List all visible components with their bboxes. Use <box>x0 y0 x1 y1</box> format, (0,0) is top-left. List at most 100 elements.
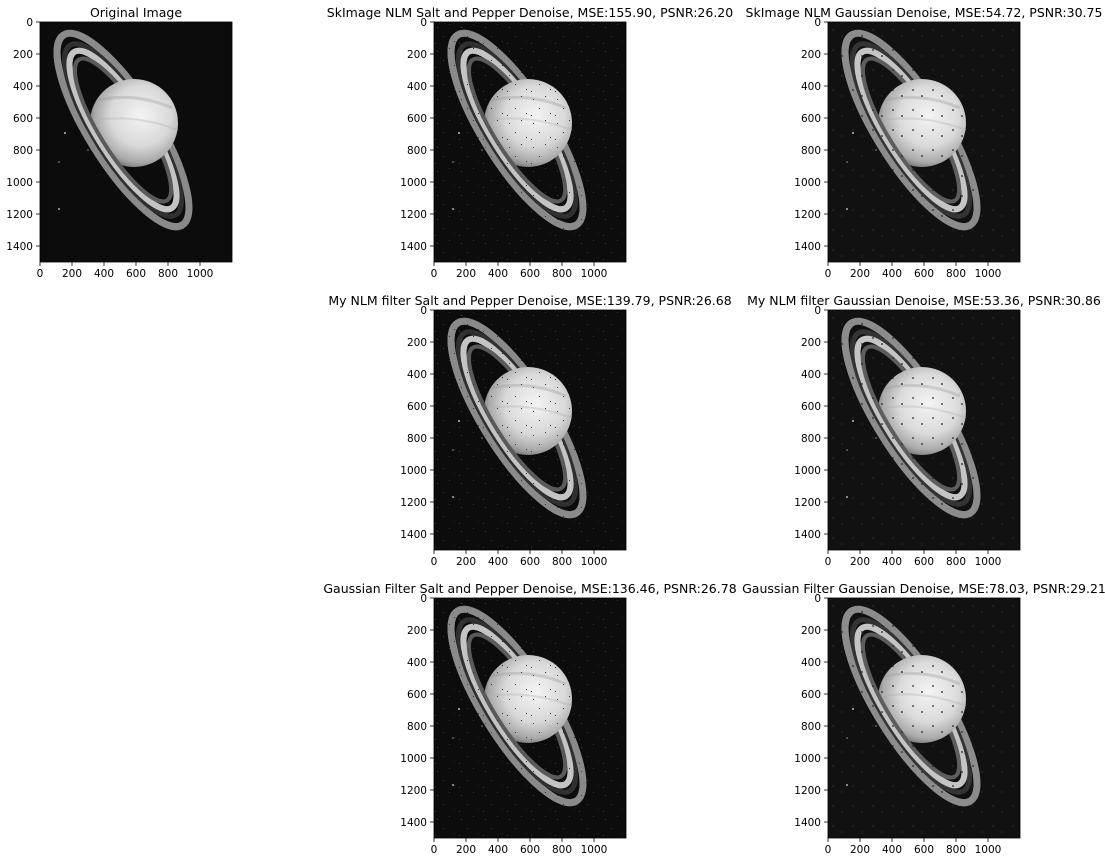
y-tick-label: 1400 <box>794 817 821 829</box>
y-tick-label: 600 <box>801 113 821 125</box>
y-tick-label: 0 <box>26 17 33 29</box>
y-tick-label: 1000 <box>400 177 427 189</box>
y-tick-label: 800 <box>407 433 427 445</box>
panel-title: My NLM filter Salt and Pepper Denoise, M… <box>328 293 731 308</box>
x-tick-label: 200 <box>456 268 476 280</box>
y-tick-label: 1400 <box>400 529 427 541</box>
y-tick-label: 800 <box>407 145 427 157</box>
x-tick-label: 1000 <box>581 268 608 280</box>
y-tick-label: 0 <box>420 593 427 605</box>
y-tick-label: 400 <box>801 657 821 669</box>
y-tick-label: 1400 <box>400 817 427 829</box>
x-tick-label: 800 <box>552 556 572 568</box>
saturn-image <box>828 310 1020 550</box>
y-tick-label: 600 <box>13 113 33 125</box>
gaussian-filter-salt-pepper-panel: Gaussian Filter Salt and Pepper Denoise,… <box>323 581 736 856</box>
x-tick-label: 200 <box>850 556 870 568</box>
x-tick-label: 400 <box>488 844 508 856</box>
x-tick-label: 1000 <box>187 268 214 280</box>
x-tick-label: 600 <box>914 556 934 568</box>
y-tick-label: 0 <box>420 17 427 29</box>
saturn-image <box>434 22 626 262</box>
x-tick-label: 400 <box>882 556 902 568</box>
panels-layer: Original Image 0 200 400 600 800 1000 0 200 400 60… <box>6 5 1105 856</box>
y-tick-label: 1200 <box>6 209 33 221</box>
y-tick-label: 1200 <box>794 785 821 797</box>
y-tick-label: 1200 <box>400 497 427 509</box>
y-tick-label: 1200 <box>794 497 821 509</box>
x-tick-label: 200 <box>456 844 476 856</box>
x-tick-label: 1000 <box>581 556 608 568</box>
y-tick-label: 0 <box>814 305 821 317</box>
x-tick-label: 600 <box>520 268 540 280</box>
y-tick-label: 800 <box>407 721 427 733</box>
x-tick-label: 600 <box>914 844 934 856</box>
y-tick-label: 1000 <box>6 177 33 189</box>
y-tick-label: 1200 <box>400 785 427 797</box>
x-tick-label: 0 <box>431 556 438 568</box>
x-tick-label: 600 <box>914 268 934 280</box>
y-tick-label: 200 <box>407 625 427 637</box>
y-tick-label: 800 <box>801 433 821 445</box>
y-tick-label: 1400 <box>794 529 821 541</box>
x-tick-label: 600 <box>520 556 540 568</box>
saturn-image <box>828 22 1020 262</box>
panel-title: SkImage NLM Salt and Pepper Denoise, MSE… <box>327 5 733 20</box>
y-tick-label: 1200 <box>794 209 821 221</box>
x-tick-label: 400 <box>488 268 508 280</box>
y-tick-label: 1000 <box>794 177 821 189</box>
panel-title: SkImage NLM Gaussian Denoise, MSE:54.72,… <box>746 5 1103 20</box>
y-tick-label: 600 <box>407 401 427 413</box>
y-tick-label: 600 <box>801 401 821 413</box>
y-tick-label: 600 <box>407 113 427 125</box>
x-tick-label: 600 <box>520 844 540 856</box>
panel-title: Gaussian Filter Gaussian Denoise, MSE:78… <box>742 581 1105 596</box>
y-tick-label: 800 <box>801 721 821 733</box>
y-tick-label: 1000 <box>794 465 821 477</box>
y-tick-label: 1400 <box>400 241 427 253</box>
y-tick-label: 0 <box>420 305 427 317</box>
x-tick-label: 0 <box>431 268 438 280</box>
saturn-image <box>828 598 1020 838</box>
y-tick-label: 400 <box>407 369 427 381</box>
x-tick-label: 800 <box>946 556 966 568</box>
x-tick-label: 400 <box>882 268 902 280</box>
y-tick-label: 800 <box>13 145 33 157</box>
skimage-nlm-gaussian-panel: SkImage NLM Gaussian Denoise, MSE:54.72,… <box>746 5 1103 280</box>
gaussian-filter-gaussian-panel: Gaussian Filter Gaussian Denoise, MSE:78… <box>742 581 1105 856</box>
x-tick-label: 1000 <box>975 556 1002 568</box>
y-tick-label: 400 <box>801 81 821 93</box>
y-tick-label: 0 <box>814 17 821 29</box>
y-tick-label: 1400 <box>6 241 33 253</box>
skimage-nlm-salt-pepper-panel: SkImage NLM Salt and Pepper Denoise, MSE… <box>327 5 733 280</box>
x-tick-label: 600 <box>126 268 146 280</box>
x-tick-label: 200 <box>850 844 870 856</box>
my-nlm-salt-pepper-panel: My NLM filter Salt and Pepper Denoise, M… <box>328 293 731 568</box>
y-tick-label: 200 <box>801 49 821 61</box>
y-tick-label: 200 <box>407 337 427 349</box>
x-tick-label: 0 <box>825 556 832 568</box>
panel-title: Original Image <box>90 5 182 20</box>
panel-title: Gaussian Filter Salt and Pepper Denoise,… <box>323 581 736 596</box>
x-tick-label: 0 <box>37 268 44 280</box>
y-tick-label: 200 <box>407 49 427 61</box>
y-tick-label: 800 <box>801 145 821 157</box>
y-tick-label: 600 <box>801 689 821 701</box>
original-image-panel: Original Image 0 200 400 600 800 1000 0 200 400 60… <box>6 5 233 280</box>
x-tick-label: 400 <box>488 556 508 568</box>
x-tick-label: 0 <box>825 268 832 280</box>
y-tick-label: 400 <box>407 81 427 93</box>
x-tick-label: 0 <box>431 844 438 856</box>
y-tick-label: 400 <box>407 657 427 669</box>
y-tick-label: 600 <box>407 689 427 701</box>
saturn-image <box>434 310 626 550</box>
my-nlm-gaussian-panel: My NLM filter Gaussian Denoise, MSE:53.3… <box>747 293 1101 568</box>
x-tick-label: 1000 <box>975 268 1002 280</box>
y-tick-label: 400 <box>801 369 821 381</box>
panel-title: My NLM filter Gaussian Denoise, MSE:53.3… <box>747 293 1101 308</box>
y-tick-label: 1000 <box>400 753 427 765</box>
y-tick-label: 200 <box>801 625 821 637</box>
y-tick-label: 1400 <box>794 241 821 253</box>
x-tick-label: 200 <box>456 556 476 568</box>
